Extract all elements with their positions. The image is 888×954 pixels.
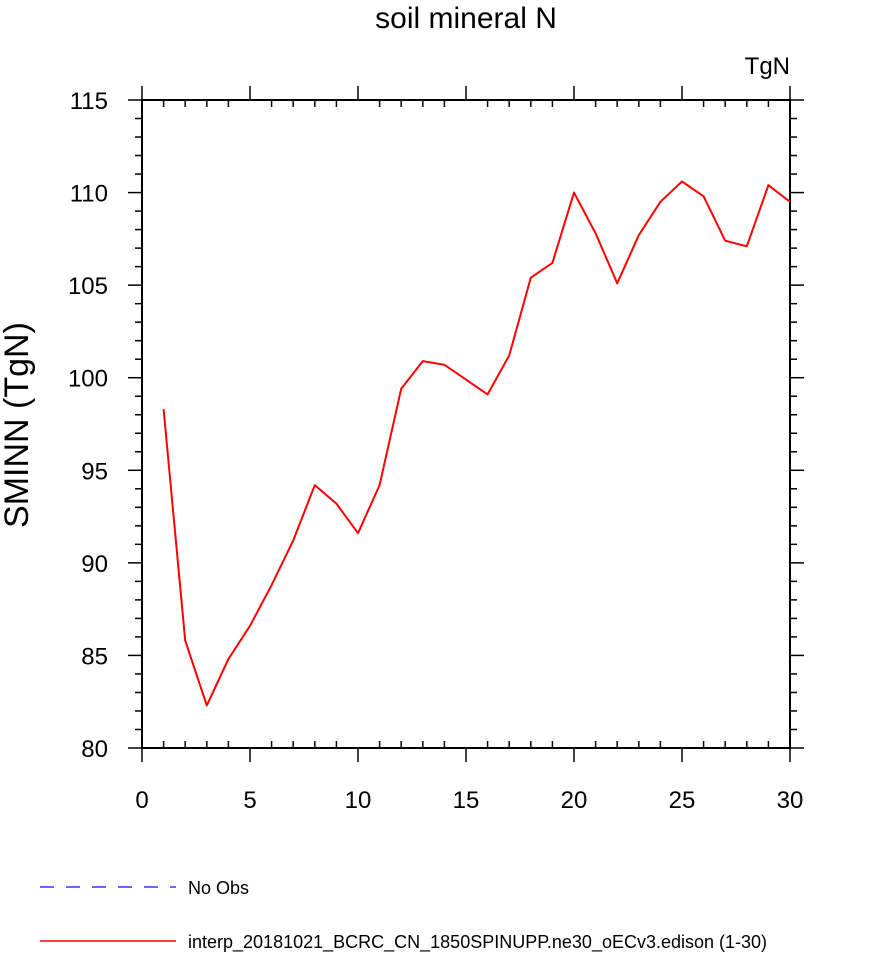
unit-label: TgN bbox=[745, 53, 790, 80]
y-tick-label: 105 bbox=[68, 273, 108, 300]
chart-title: soil mineral N bbox=[375, 2, 557, 35]
legend: No Obs interp_20181021_BCRC_CN_1850SPINU… bbox=[40, 878, 767, 953]
x-tick-label: 20 bbox=[561, 787, 588, 814]
y-tick-label: 85 bbox=[81, 643, 108, 670]
x-tick-label: 30 bbox=[777, 787, 804, 814]
series-line-0 bbox=[162, 180, 791, 707]
y-tick-label: 110 bbox=[70, 181, 108, 208]
legend-label-no-obs: No Obs bbox=[188, 878, 249, 898]
series-layer bbox=[162, 180, 791, 707]
y-tick-label: 80 bbox=[81, 736, 108, 763]
y-tick-label: 90 bbox=[81, 551, 108, 578]
legend-label-model: interp_20181021_BCRC_CN_1850SPINUPP.ne30… bbox=[188, 932, 767, 953]
plot-frame bbox=[141, 99, 791, 749]
x-tick-label: 0 bbox=[135, 787, 148, 814]
y-tick-label: 95 bbox=[81, 458, 108, 485]
x-tick-label: 10 bbox=[345, 787, 372, 814]
y-tick-label: 115 bbox=[70, 88, 108, 115]
y-tick-label: 100 bbox=[68, 366, 108, 393]
x-tick-label: 5 bbox=[243, 787, 256, 814]
x-tick-label: 15 bbox=[453, 787, 480, 814]
axis-ticks bbox=[128, 86, 804, 762]
x-tick-label: 25 bbox=[669, 787, 696, 814]
tick-labels: 0 5 10 15 20 25 30 80 85 90 95 100 105 110 115 bbox=[68, 88, 803, 814]
y-axis-label: SMINN (TgN) bbox=[0, 322, 36, 528]
